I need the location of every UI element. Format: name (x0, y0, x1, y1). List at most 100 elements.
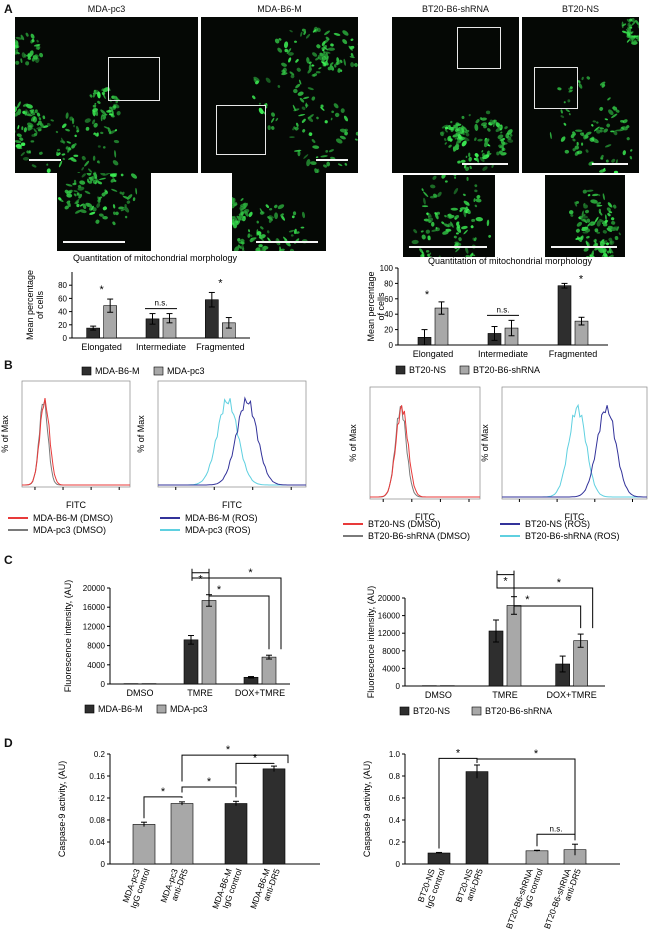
mitochondrion (113, 95, 116, 99)
significance-marker: n.s. (550, 824, 563, 833)
mitochondrion (575, 201, 580, 204)
panel-letter-a: A (4, 2, 13, 16)
mitochondrion (473, 198, 476, 203)
mitochondrion (331, 110, 335, 114)
mitochondrion (101, 114, 104, 117)
mitochondrion (39, 123, 45, 128)
mitochondrion (593, 126, 600, 132)
y-tick-label: 80 (58, 281, 67, 290)
mitochondrion (242, 202, 249, 210)
mitochondrion (260, 226, 264, 230)
mitochondrion (25, 103, 33, 109)
mitochondrion (25, 61, 30, 66)
mitochondrion (444, 214, 447, 218)
y-tick-label: 0 (63, 334, 68, 343)
mitochondrion (101, 88, 105, 91)
mitochondrion (265, 77, 271, 83)
mitochondrion (120, 173, 124, 177)
mitochondrion (599, 127, 604, 130)
legend-swatch (459, 365, 470, 375)
mitochondrion (61, 153, 66, 156)
mitochondrion (93, 173, 98, 179)
mitochondrion (608, 109, 614, 116)
mitochondrion (557, 87, 562, 91)
mitochondrion (604, 219, 608, 224)
mitochondrion (611, 113, 618, 119)
mitochondrion (38, 151, 43, 155)
mitochondrion (606, 123, 611, 128)
mitochondrion (435, 227, 438, 230)
mitochondrion (601, 254, 607, 257)
mitochondrion (483, 124, 487, 129)
histogram-curve (22, 398, 130, 486)
mitochondrion (265, 246, 269, 250)
mitochondrion (100, 109, 107, 115)
mitochondrion (574, 145, 580, 150)
mitochondrion (335, 138, 343, 144)
mitochondrion (482, 166, 488, 171)
mitochondrion (565, 108, 570, 113)
y-tick-label: 0.12 (89, 794, 105, 803)
mitochondrion (465, 254, 472, 257)
y-axis-label: % of Max (0, 415, 10, 453)
mitochondrion (84, 160, 90, 167)
mitochondrion (441, 221, 445, 225)
mitochondrion (233, 203, 238, 207)
y-tick-label: 1.0 (389, 750, 401, 759)
mitochondrion (15, 144, 22, 149)
mitochondrion (298, 113, 306, 117)
mitochondrion (72, 182, 77, 186)
y-axis-label: Fluorescence intensity, (AU) (366, 586, 376, 698)
morphology-chart-mda: 0 20 40 60 80 Mean percentage of cells Quantita… (25, 253, 250, 376)
mitochondrion (570, 133, 575, 139)
mitochondrion (305, 33, 311, 39)
mitochondrion (581, 218, 587, 222)
y-tick-label: 40 (384, 310, 393, 319)
legend-label: BT20-NS (409, 365, 446, 375)
mitochondrion (46, 163, 49, 166)
mitochondrion (320, 104, 324, 108)
bar (262, 768, 286, 865)
y-axis-label: Mean percentage (25, 270, 35, 340)
mitochondrion (583, 213, 586, 217)
mitochondrion (302, 211, 306, 219)
legend-swatch (153, 366, 164, 376)
mitochondrion (444, 126, 449, 130)
x-tick-label: DOX+TMRE (547, 690, 597, 700)
legend-label: BT20-NS (ROS) (525, 519, 590, 529)
mitochondrion (563, 101, 566, 104)
significance-bracket (191, 568, 282, 650)
mitochondrion (596, 220, 601, 227)
mitochondrion (84, 190, 91, 195)
mitochondrion (116, 110, 121, 116)
mitochondrion (20, 142, 26, 147)
micro-title: BT20-NS (561, 4, 599, 14)
mitochondrion (126, 200, 131, 204)
mitochondrion (28, 150, 31, 154)
panel-letter-d: D (4, 736, 13, 750)
mitochondrion (586, 241, 590, 247)
mitochondrion (577, 80, 581, 84)
mitochondrion (425, 229, 430, 234)
mitochondrion (329, 62, 334, 66)
mitochondrion (74, 143, 77, 146)
mitochondrion (109, 173, 117, 177)
mitochondrion (457, 133, 462, 140)
mitochondrion (591, 193, 599, 197)
mitochondria-texture (57, 173, 138, 226)
mitochondrion (102, 146, 106, 149)
mitochondrion (274, 212, 278, 220)
mitochondrion (283, 41, 289, 49)
mitochondrion (86, 173, 92, 176)
mitochondrion (342, 30, 349, 36)
mitochondrion (460, 132, 464, 135)
x-tick-label: Intermediate (136, 342, 186, 352)
mitochondrion (312, 52, 318, 57)
mitochondrion (236, 215, 242, 221)
bar (183, 639, 199, 685)
mitochondrion (621, 21, 624, 29)
y-axis-label: Fluorescence intensity, (AU) (63, 580, 73, 692)
mitochondrion (27, 122, 34, 128)
mitochondrion (308, 133, 311, 136)
mitochondrion (15, 52, 18, 55)
